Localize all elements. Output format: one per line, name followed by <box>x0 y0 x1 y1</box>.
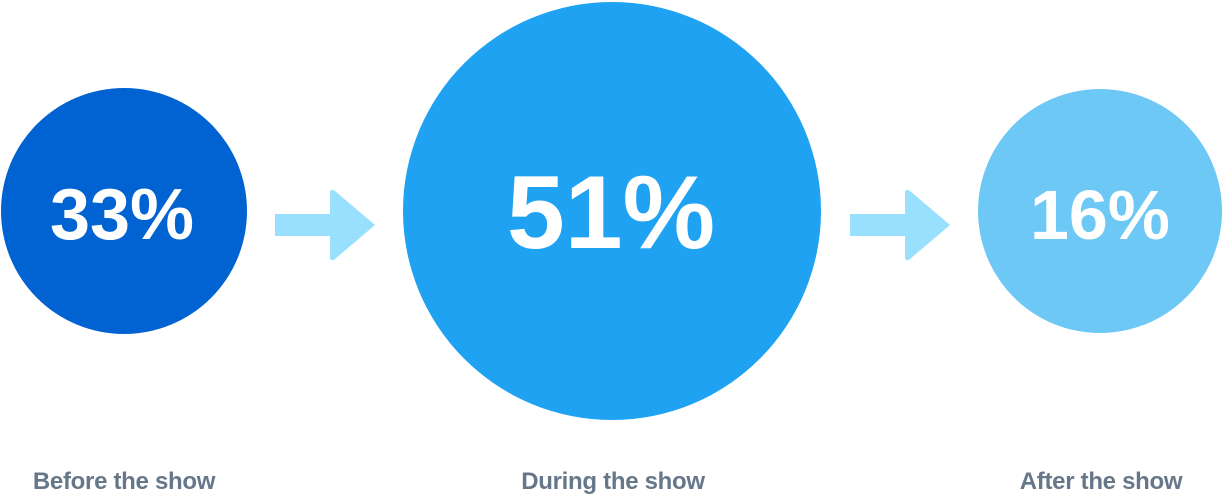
stage-circle-before <box>1 88 247 334</box>
stage-label-after: After the show <box>1019 468 1183 495</box>
stage-circle-during <box>403 2 821 420</box>
stage-label-before: Before the show <box>32 468 216 495</box>
stage-value-during: 51% <box>507 155 715 271</box>
stage-label-during: During the show <box>521 468 705 495</box>
stage-value-before: 33% <box>50 175 194 255</box>
arrow-icon <box>850 189 950 261</box>
stage-value-after: 16% <box>1030 176 1170 254</box>
stage-circle-after <box>978 89 1222 333</box>
arrow-icon <box>275 189 375 261</box>
